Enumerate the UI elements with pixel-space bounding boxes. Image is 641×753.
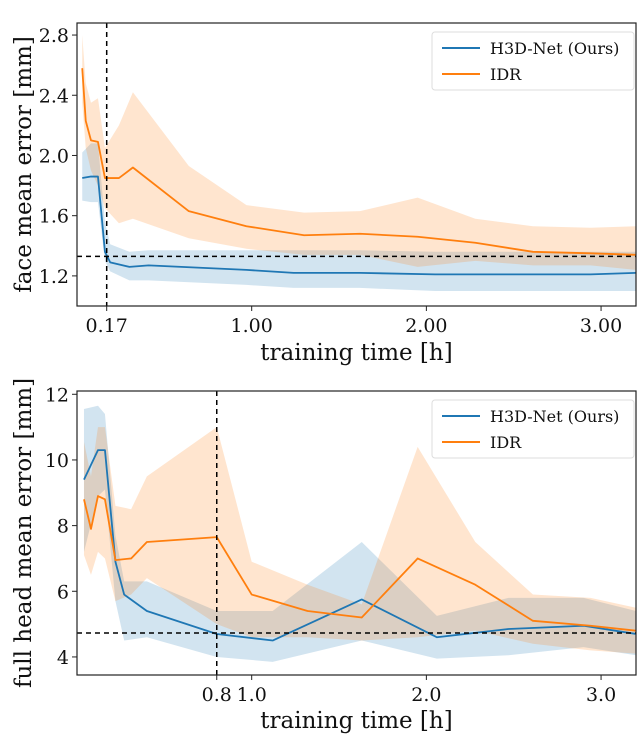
line-idr <box>83 495 636 632</box>
x-tick-label: 1.00 <box>231 315 273 337</box>
y-tick-label: 2.4 <box>39 85 69 107</box>
legend: H3D-Net (Ours) IDR <box>431 399 635 459</box>
band-h3d-net-ours <box>82 143 636 291</box>
y-tick-label: 2.8 <box>39 25 69 47</box>
y-tick-label: 4 <box>57 647 69 669</box>
confidence-bands <box>82 35 636 291</box>
plot-frame <box>76 22 637 307</box>
x-tick-label: 3.00 <box>580 315 622 337</box>
y-tick-label: 6 <box>57 581 69 603</box>
band-idr <box>82 35 636 270</box>
legend-label-idr: IDR <box>490 433 522 452</box>
y-tick-label: 1.6 <box>39 206 69 228</box>
x-axis-label: training time [h] <box>260 340 452 366</box>
series-lines <box>81 68 636 276</box>
face-error-chart: 0.17 1.00 2.00 3.00 1.2 1.6 2.0 2.4 2.8 trainin… <box>11 22 637 366</box>
x-tick-label: 3.0 <box>586 684 616 706</box>
legend: H3D-Net (Ours) IDR <box>431 31 635 91</box>
x-axis-label: training time [h] <box>260 708 452 734</box>
y-tick-label: 1.2 <box>39 266 69 288</box>
y-axis-label: full head mean error [mm] <box>11 378 37 688</box>
line-idr <box>81 68 636 256</box>
band-idr <box>83 427 636 654</box>
y-tick-label: 8 <box>57 516 69 538</box>
line-h3d-net-ours <box>83 449 636 642</box>
y-tick-label: 12 <box>45 384 69 406</box>
y-axis-ticks: 4 6 8 10 12 <box>45 384 77 669</box>
y-tick-label: 2.0 <box>39 145 69 167</box>
x-tick-label: 0.8 <box>202 684 232 706</box>
legend-label-h3d-net: H3D-Net (Ours) <box>490 39 619 58</box>
legend-box <box>431 31 635 91</box>
x-tick-label: 1.0 <box>237 684 267 706</box>
series-lines <box>83 449 636 642</box>
legend-box <box>431 399 635 459</box>
y-tick-label: 10 <box>45 450 69 472</box>
line-h3d-net-ours <box>82 175 636 276</box>
legend-label-idr: IDR <box>490 65 522 84</box>
confidence-bands <box>83 405 636 662</box>
plot-frame <box>76 390 637 676</box>
y-axis-ticks: 1.2 1.6 2.0 2.4 2.8 <box>39 25 77 288</box>
y-axis-label: face mean error [mm] <box>11 36 37 293</box>
x-axis-ticks: 0.8 1.0 2.0 3.0 <box>202 675 616 706</box>
x-axis-ticks: 0.17 1.00 2.00 3.00 <box>86 306 622 337</box>
full-head-error-chart: 0.8 1.0 2.0 3.0 4 6 8 10 12 training time [h] f… <box>11 378 637 734</box>
band-h3d-net-ours <box>83 405 636 662</box>
x-tick-label: 0.17 <box>86 315 128 337</box>
legend-label-h3d-net: H3D-Net (Ours) <box>490 407 619 426</box>
x-tick-label: 2.00 <box>405 315 447 337</box>
x-tick-label: 2.0 <box>411 684 441 706</box>
